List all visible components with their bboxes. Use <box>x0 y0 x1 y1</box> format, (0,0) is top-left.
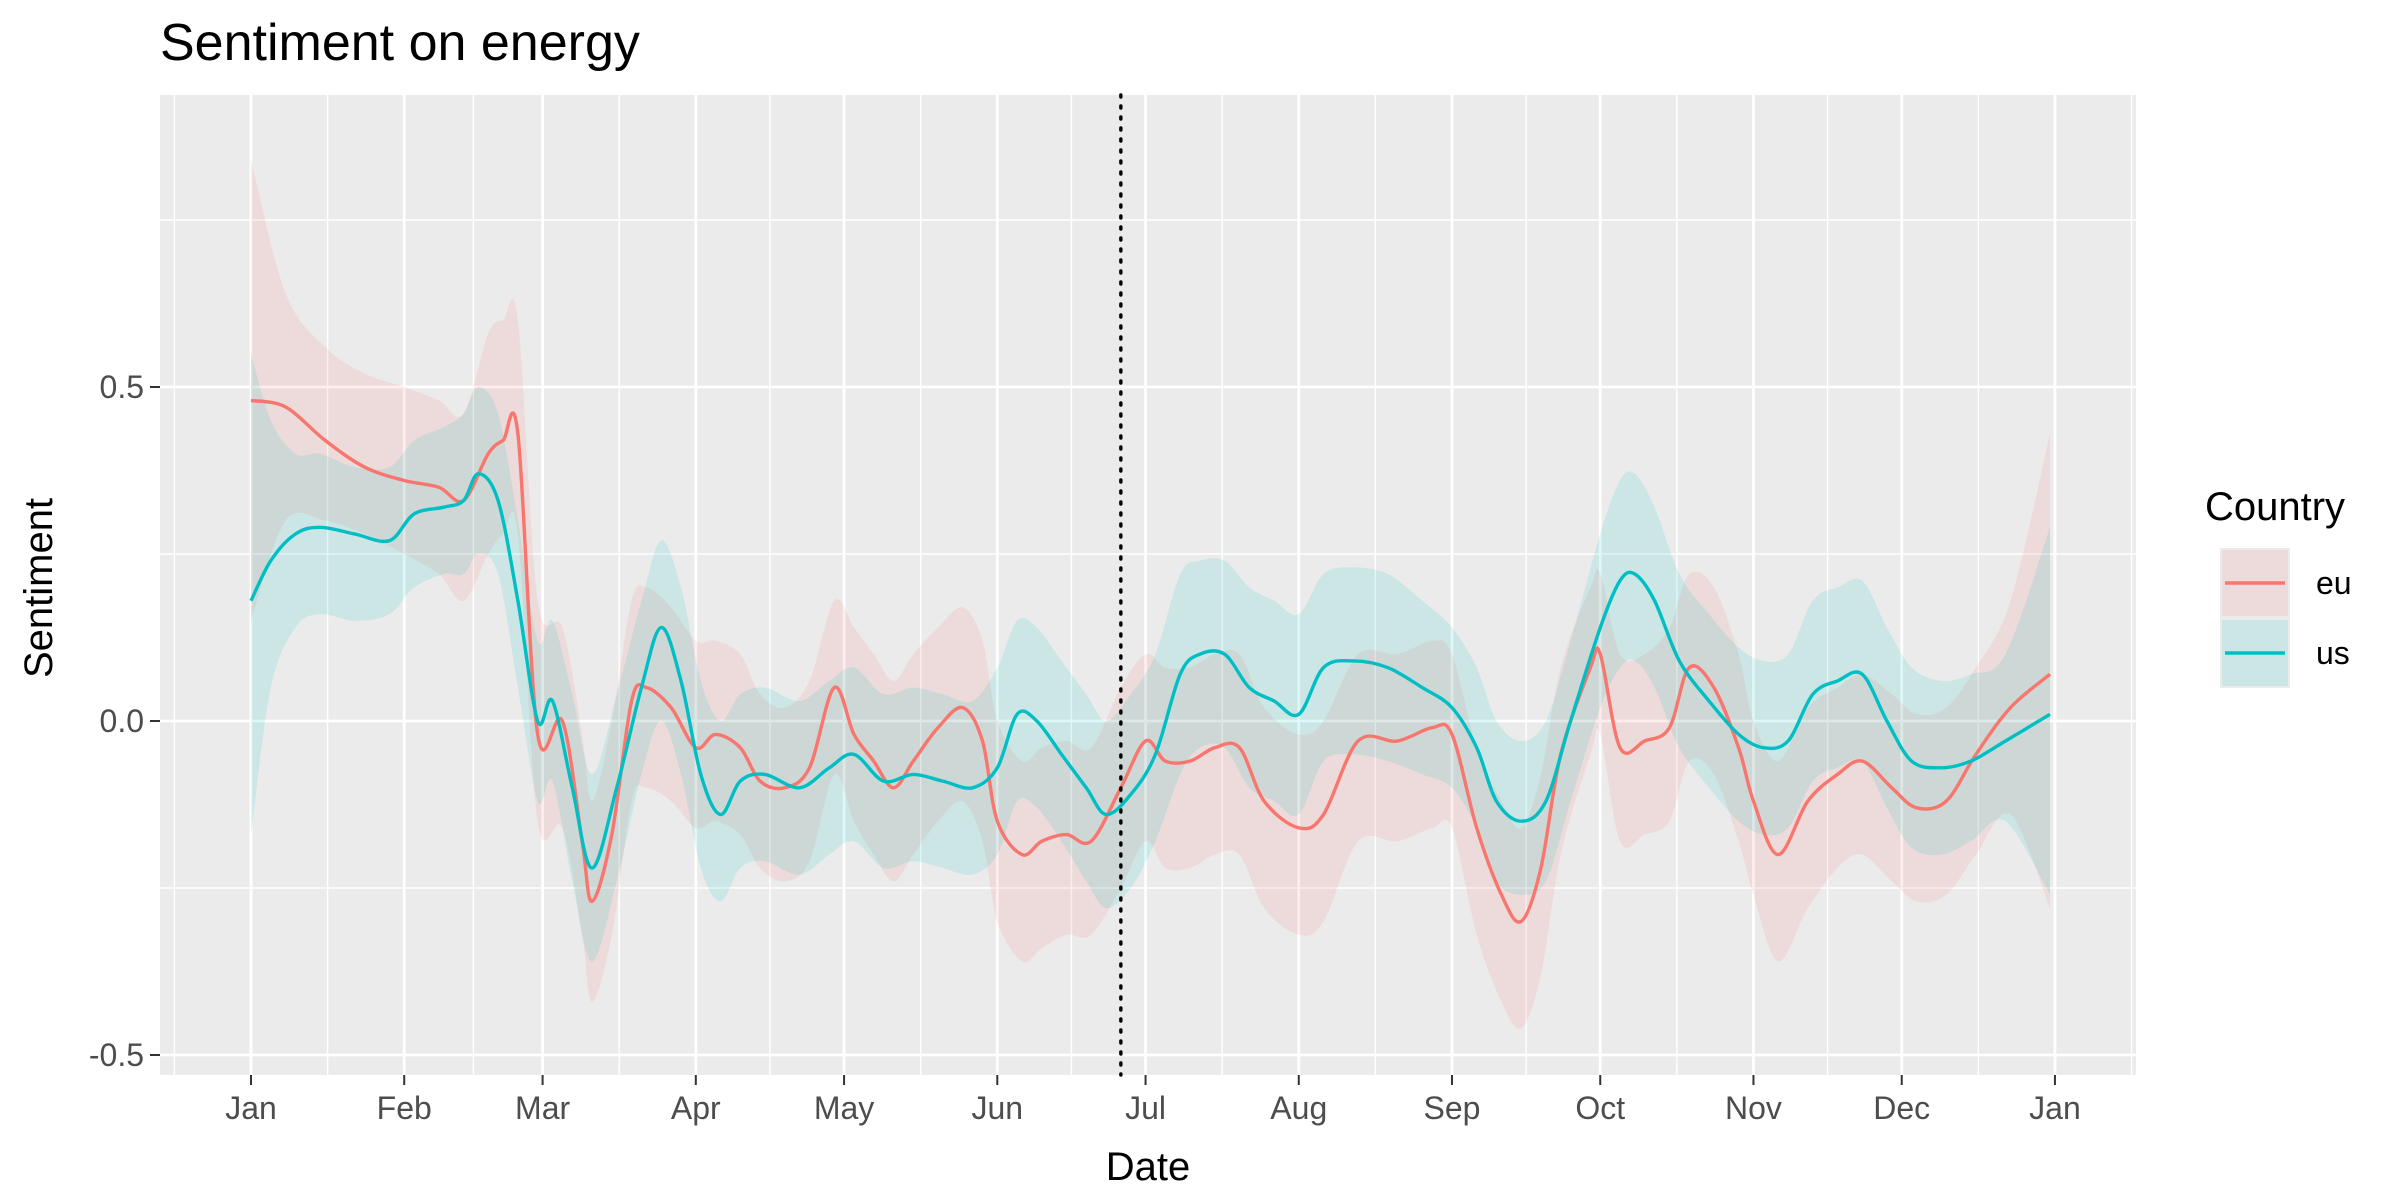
series-line-eu <box>250 398 2052 924</box>
ribbon-eu <box>251 159 2050 1030</box>
x-tick-label: Sep <box>1424 1090 1481 1126</box>
x-tick-label: Jul <box>1125 1090 1166 1126</box>
x-tick-label: Jan <box>225 1090 277 1126</box>
x-tick-label: May <box>814 1090 874 1126</box>
y-tick-label: 0.0 <box>100 703 144 739</box>
x-axis: Jan Feb Mar Apr May Jun Jul Aug Sep Oct Nov Dec Jan <box>225 1075 2081 1126</box>
x-tick-label: Oct <box>1575 1090 1625 1126</box>
legend-label-us: us <box>2316 635 2350 671</box>
x-tick-label: Apr <box>671 1090 721 1126</box>
x-tick-label: Jan <box>2029 1090 2081 1126</box>
panel-background <box>160 95 2136 1075</box>
y-axis: 0.5 0.0 -0.5 <box>89 369 160 1073</box>
x-axis-title: Date <box>1106 1145 1191 1189</box>
plot-panel <box>160 93 2136 1077</box>
x-tick-label: Jun <box>971 1090 1023 1126</box>
x-tick-label: Aug <box>1270 1090 1327 1126</box>
ribbon-us <box>251 353 2050 962</box>
legend-label-eu: eu <box>2316 565 2352 601</box>
series-line-us <box>249 472 2051 870</box>
chart-title: Sentiment on energy <box>160 14 640 72</box>
y-tick-label: 0.5 <box>100 369 144 405</box>
y-tick-label: -0.5 <box>89 1037 144 1073</box>
x-tick-label: Feb <box>377 1090 432 1126</box>
y-axis-title: Sentiment <box>17 498 61 678</box>
legend-title: Country <box>2205 485 2345 529</box>
x-tick-label: Mar <box>515 1090 570 1126</box>
x-tick-label: Dec <box>1873 1090 1930 1126</box>
x-tick-label: Nov <box>1725 1090 1782 1126</box>
legend: Country eu us <box>2205 485 2352 688</box>
